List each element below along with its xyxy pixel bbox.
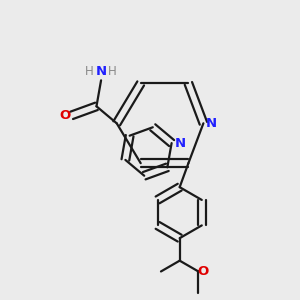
Text: N: N xyxy=(206,117,218,130)
Text: N: N xyxy=(175,136,186,150)
Text: H: H xyxy=(108,65,117,78)
Text: H: H xyxy=(85,65,94,78)
Text: O: O xyxy=(59,109,71,122)
Text: O: O xyxy=(198,265,209,278)
Text: N: N xyxy=(95,65,106,78)
